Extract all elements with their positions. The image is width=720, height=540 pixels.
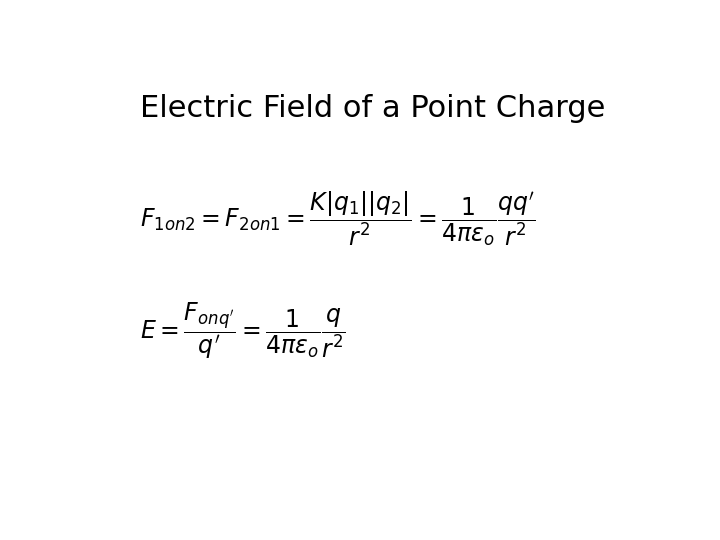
Text: Electric Field of a Point Charge: Electric Field of a Point Charge [140, 94, 606, 123]
Text: $E = \dfrac{F_{onq'}}{q'} = \dfrac{1}{4\pi\varepsilon_o}\dfrac{q}{r^2}$: $E = \dfrac{F_{onq'}}{q'} = \dfrac{1}{4\… [140, 300, 346, 361]
Text: $F_{1on2} = F_{2on1} = \dfrac{K|q_1||q_2|}{r^2} = \dfrac{1}{4\pi\varepsilon_o}\d: $F_{1on2} = F_{2on1} = \dfrac{K|q_1||q_2… [140, 189, 536, 248]
